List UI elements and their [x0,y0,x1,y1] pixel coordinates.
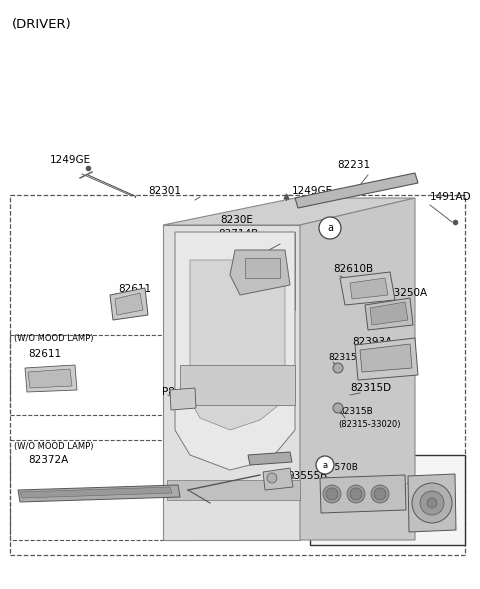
Circle shape [347,485,365,503]
Text: 82315D: 82315D [350,383,391,393]
Polygon shape [170,388,196,410]
Bar [10,335,190,415]
Text: (W/O MOOD LAMP): (W/O MOOD LAMP) [14,333,94,342]
Circle shape [420,491,444,515]
Polygon shape [320,475,406,513]
Text: 82710C: 82710C [210,243,251,253]
Polygon shape [175,232,295,310]
Polygon shape [350,278,388,299]
Text: 93555B: 93555B [287,471,327,481]
Text: 83714B: 83714B [218,229,258,239]
Polygon shape [180,365,295,405]
Polygon shape [167,480,300,500]
Circle shape [267,473,277,483]
Circle shape [374,488,386,500]
Text: 82231: 82231 [337,160,370,170]
Text: 51472L: 51472L [183,483,222,493]
Text: 82372A: 82372A [28,455,68,465]
Circle shape [333,363,343,373]
Polygon shape [360,344,412,372]
Polygon shape [20,487,172,498]
Polygon shape [163,225,300,540]
Polygon shape [190,260,285,430]
Text: (82315-33020): (82315-33020) [338,419,400,429]
Polygon shape [408,474,456,532]
Polygon shape [245,258,280,278]
Circle shape [316,456,334,474]
Polygon shape [365,298,413,330]
Text: 93250A: 93250A [387,288,427,298]
Polygon shape [355,338,418,380]
Text: 82611: 82611 [28,349,61,359]
Text: 8230E: 8230E [220,215,253,225]
Text: (W/O MOOD LAMP): (W/O MOOD LAMP) [14,442,94,451]
Polygon shape [110,288,148,320]
Polygon shape [295,173,418,208]
Polygon shape [263,468,293,490]
Text: 82315B: 82315B [338,408,373,416]
Text: 82611: 82611 [118,284,151,294]
Bar [310,455,465,545]
Polygon shape [230,250,290,295]
Text: 82393A: 82393A [352,337,392,347]
Circle shape [427,498,437,508]
Text: 82301: 82301 [148,186,181,196]
Polygon shape [248,452,292,465]
Polygon shape [18,485,180,502]
Polygon shape [370,302,408,325]
Text: 1491AD: 1491AD [430,192,472,202]
Text: 93710B: 93710B [395,484,430,492]
Circle shape [350,488,362,500]
Text: 82610B: 82610B [333,264,373,274]
Circle shape [333,403,343,413]
Polygon shape [28,369,72,388]
Bar [10,195,465,555]
Text: a: a [327,223,333,233]
Polygon shape [300,198,415,540]
Circle shape [326,488,338,500]
Text: 1249GE: 1249GE [50,155,91,165]
Polygon shape [25,365,77,392]
Text: 1249GE: 1249GE [292,186,333,196]
Polygon shape [115,293,143,315]
Text: 82315B: 82315B [328,352,363,362]
Polygon shape [340,272,395,305]
Circle shape [371,485,389,503]
Circle shape [319,217,341,239]
Polygon shape [175,232,295,470]
Text: a: a [323,461,327,469]
Text: (DRIVER): (DRIVER) [12,18,72,31]
Circle shape [323,485,341,503]
Circle shape [412,483,452,523]
Polygon shape [163,198,415,225]
Text: 82356B: 82356B [245,454,285,464]
Text: P82317: P82317 [162,387,202,397]
Bar [10,440,190,540]
Text: 93570B: 93570B [323,464,358,472]
